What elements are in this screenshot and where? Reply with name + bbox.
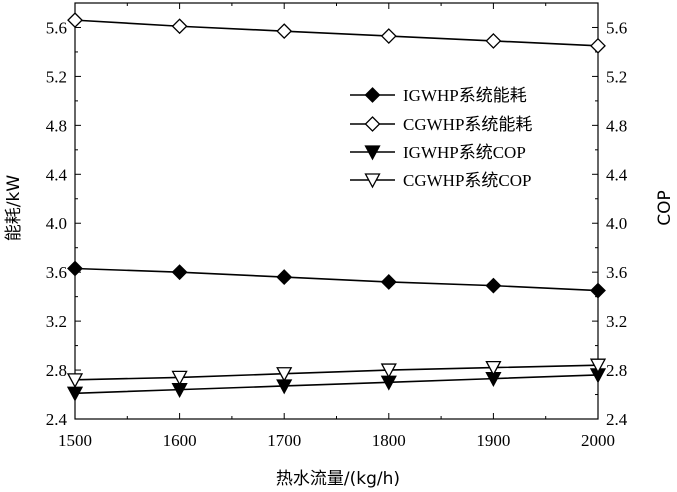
- x-tick-label: 1800: [372, 431, 406, 450]
- legend-marker: [364, 87, 381, 103]
- y-right-tick-label: 3.2: [606, 312, 627, 331]
- series-1: [67, 12, 606, 54]
- series-3: [66, 358, 607, 389]
- data-point: [66, 373, 84, 389]
- series-0: [67, 260, 606, 299]
- y-left-tick-label: 2.4: [46, 410, 68, 429]
- legend-item: IGWHP系统能耗: [350, 86, 527, 105]
- legend-label: CGWHP系统能耗: [403, 115, 532, 134]
- y-left-tick-label: 4.4: [46, 165, 68, 184]
- legend-item: IGWHP系统COP: [350, 143, 526, 162]
- data-point: [276, 367, 293, 383]
- y-left-tick-label: 3.6: [46, 263, 67, 282]
- data-point: [276, 23, 293, 40]
- y-right-tick-label: 2.4: [606, 410, 628, 429]
- data-point: [67, 260, 83, 277]
- legend-label: CGWHP系统COP: [403, 171, 531, 190]
- legend-marker: [364, 173, 381, 189]
- series-2: [66, 368, 607, 402]
- data-point: [171, 370, 188, 386]
- data-point: [485, 33, 502, 49]
- y-axis-right-title: COP: [655, 190, 675, 226]
- data-point: [380, 274, 397, 290]
- y-left-tick-label: 4.0: [46, 214, 67, 233]
- legend-label: IGWHP系统COP: [403, 143, 526, 162]
- data-point: [589, 358, 607, 374]
- data-point: [380, 28, 397, 44]
- series-layer: [66, 12, 607, 402]
- data-point: [380, 363, 397, 379]
- legend-marker: [364, 116, 381, 132]
- data-point: [171, 18, 188, 35]
- axes: 1500 1600 1700 1800 1900 2000 2.4 2.8 3.2 3.6 4.0 4…: [46, 2, 628, 450]
- x-tick-label: 2000: [581, 431, 615, 450]
- x-tick-label: 1900: [476, 431, 510, 450]
- data-point: [590, 37, 606, 54]
- series-line: [74, 374, 599, 395]
- legend-item: CGWHP系统COP: [350, 171, 531, 190]
- x-tick-label: 1500: [58, 431, 92, 450]
- plot-frame: [74, 2, 599, 420]
- data-point: [485, 360, 502, 376]
- series-line: [74, 267, 599, 292]
- series-line: [74, 364, 599, 381]
- x-tick-label: 1600: [163, 431, 197, 450]
- data-point: [485, 277, 502, 294]
- x-axis-title: 热水流量/(kg/h): [276, 469, 400, 489]
- y-right-tick-label: 4.8: [606, 116, 627, 135]
- legend-label: IGWHP系统能耗: [403, 86, 527, 105]
- y-right-tick-label: 2.8: [606, 361, 627, 380]
- legend: IGWHP系统能耗 CGWHP系统能耗 IGWHP系统COP CGWHP系统COP: [350, 86, 532, 190]
- data-point: [276, 269, 293, 285]
- y-left-tick-label: 4.8: [46, 116, 67, 135]
- legend-marker: [364, 145, 381, 161]
- y-right-tick-label: 5.2: [606, 67, 627, 86]
- series-line: [74, 19, 599, 47]
- y-left-tick-label: 5.2: [46, 67, 67, 86]
- y-right-tick-label: 5.6: [606, 18, 627, 37]
- x-tick-label: 1700: [267, 431, 301, 450]
- y-right-tick-label: 3.6: [606, 263, 627, 282]
- data-point: [590, 282, 606, 299]
- legend-item: CGWHP系统能耗: [350, 115, 532, 134]
- y-left-tick-label: 5.6: [46, 18, 67, 37]
- y-left-tick-label: 2.8: [46, 361, 67, 380]
- data-point: [171, 264, 188, 281]
- y-right-tick-label: 4.4: [606, 165, 628, 184]
- data-point: [67, 12, 83, 29]
- y-right-tick-label: 4.0: [606, 214, 627, 233]
- y-axis-left-title: 能耗/kW: [4, 175, 24, 242]
- y-left-tick-label: 3.2: [46, 312, 67, 331]
